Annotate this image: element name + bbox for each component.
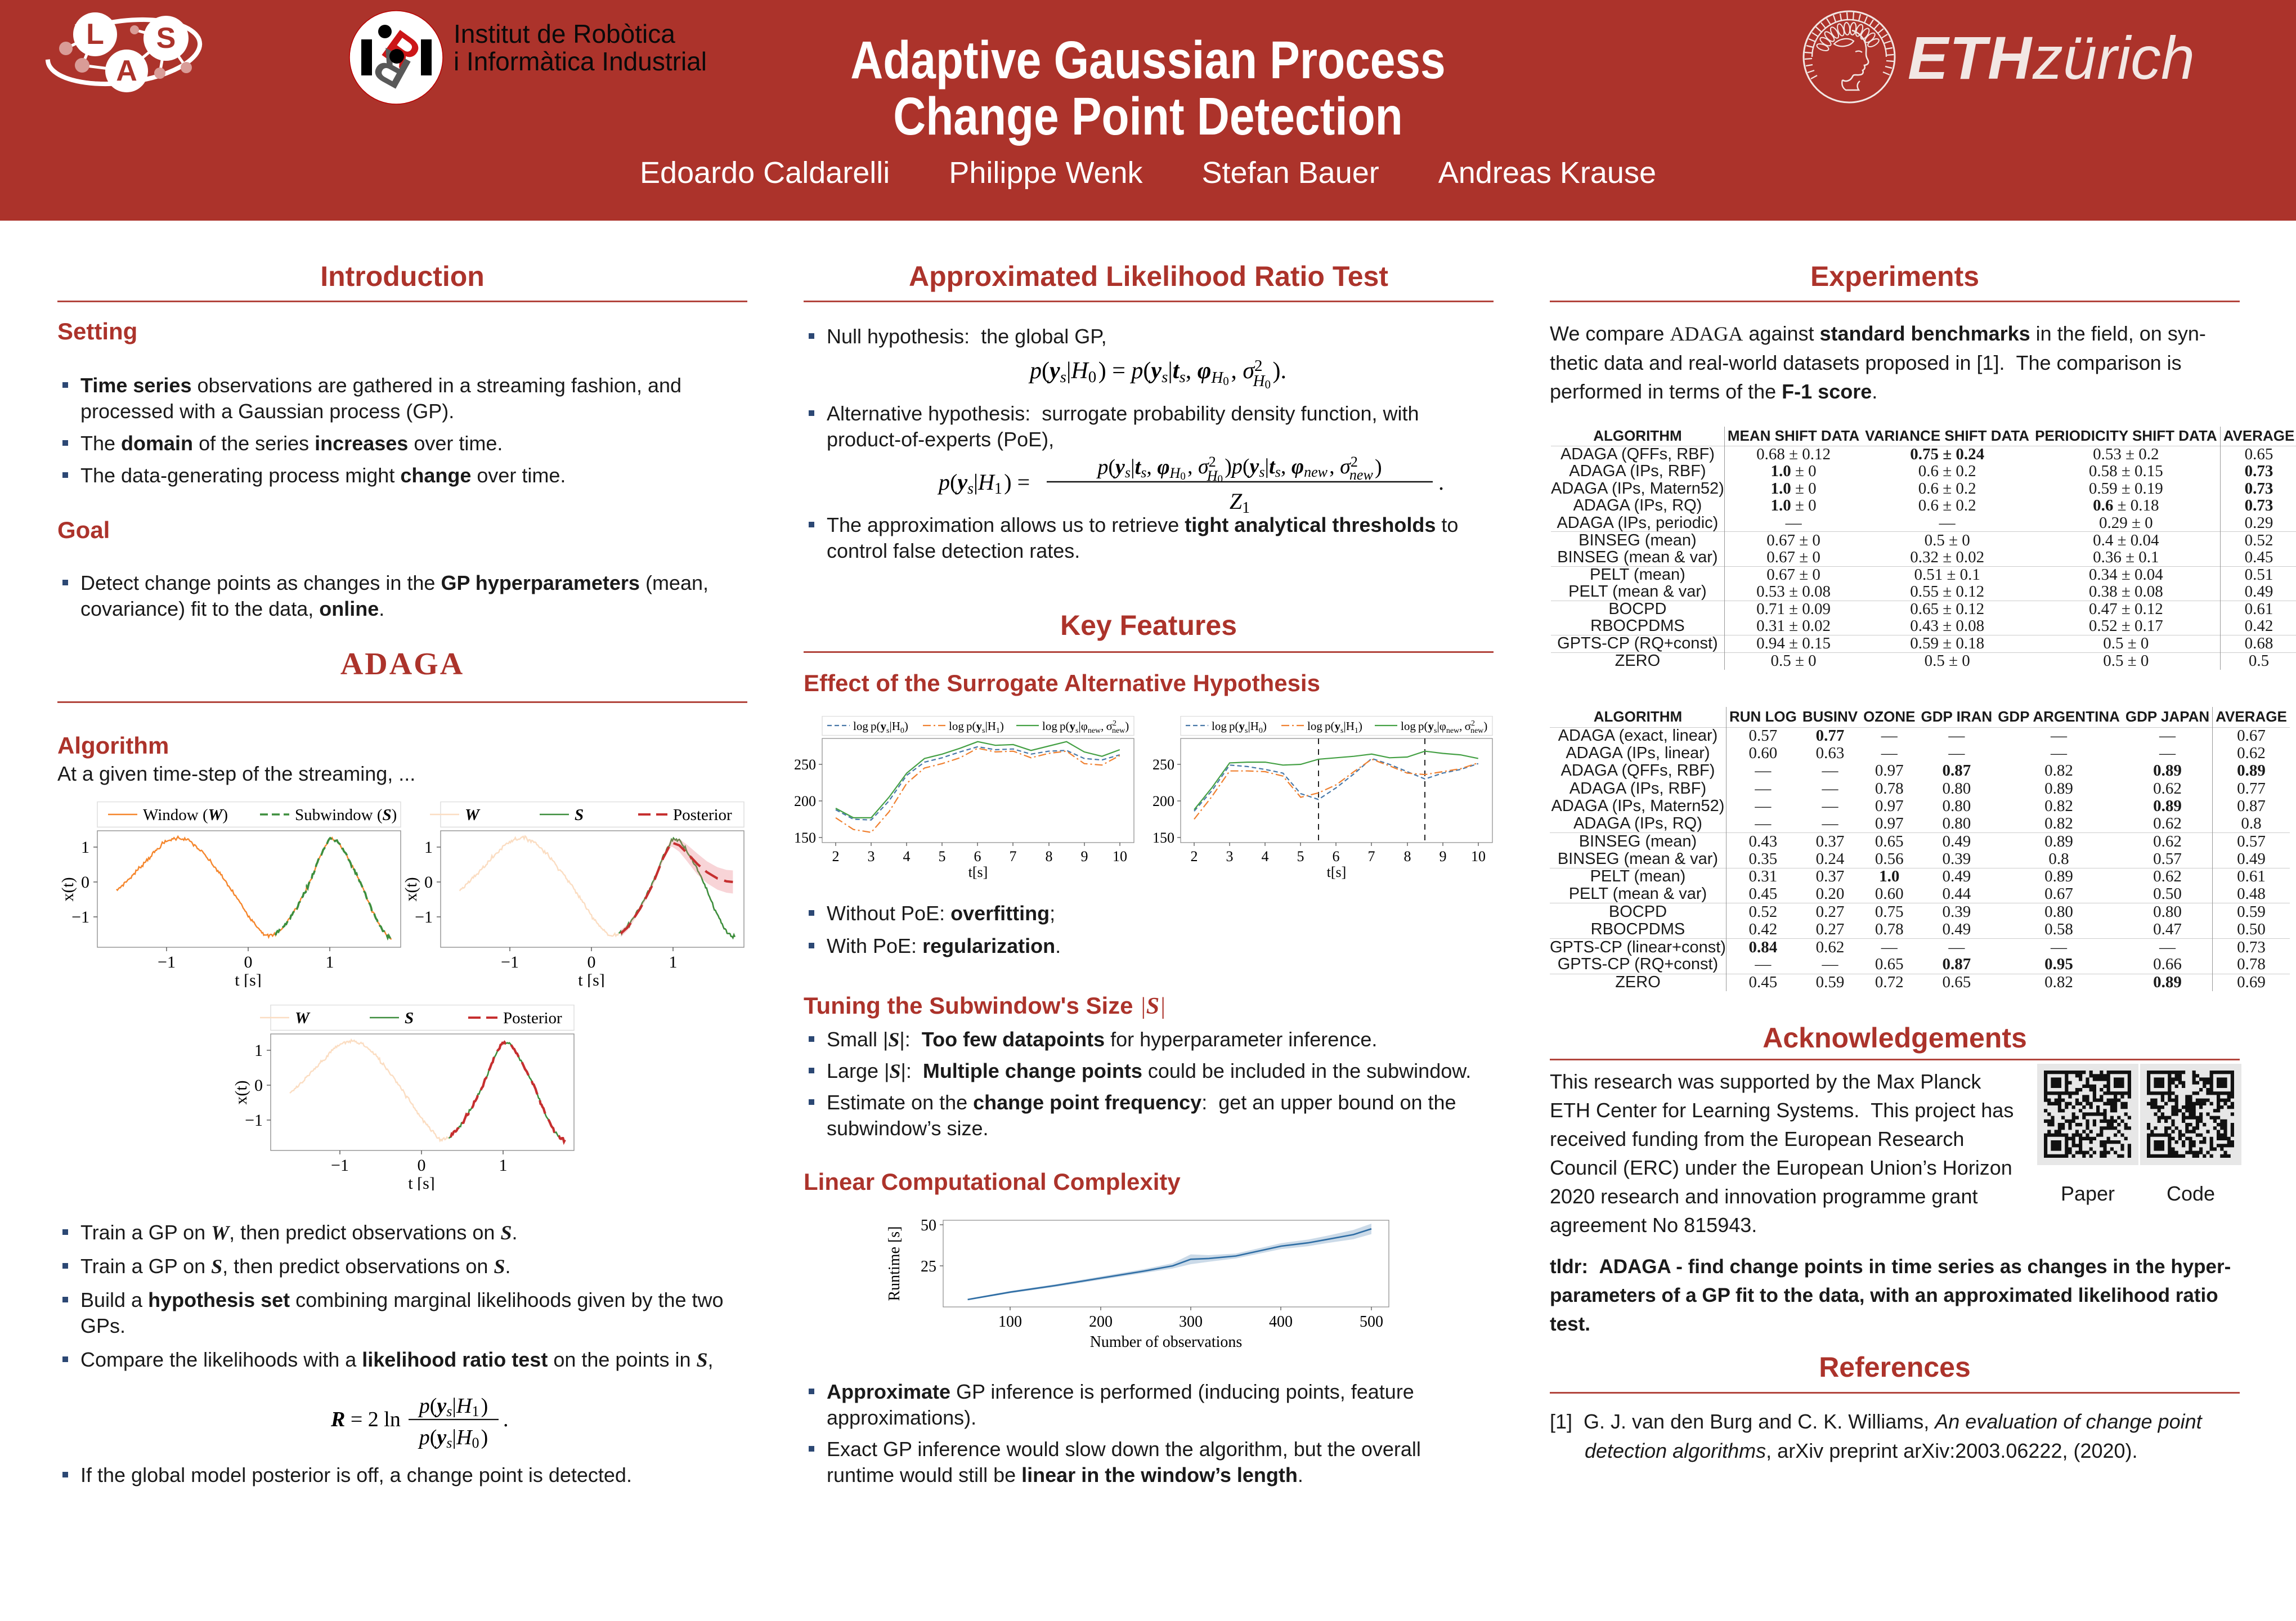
- svg-text:Posterior: Posterior: [503, 1009, 562, 1027]
- svg-text:p(ys|H0 ) = p(ys|ts, φH0 , σ2H: p(ys|H0 ) = p(ys|ts, φH0 , σ2 H0 ).: [1028, 357, 1286, 391]
- svg-text:500: 500: [1360, 1313, 1383, 1331]
- svg-text:log p(ys|H0): log p(ys|H0): [853, 719, 908, 735]
- svg-text:Subwindow (S): Subwindow (S): [295, 806, 397, 824]
- svg-text:2: 2: [832, 848, 840, 865]
- svg-text:S: S: [405, 1009, 414, 1027]
- svg-text:log p(ys|H1): log p(ys|H1): [1307, 719, 1362, 735]
- svg-text:log p(ys|H1): log p(ys|H1): [949, 719, 1004, 735]
- svg-text:1: 1: [326, 953, 334, 971]
- svg-text:200: 200: [1153, 793, 1174, 809]
- svg-text:t[s]: t[s]: [968, 864, 988, 879]
- svg-text:A: A: [116, 55, 137, 87]
- svg-text:−1: −1: [245, 1111, 263, 1130]
- svg-text:x(t): x(t): [59, 877, 77, 901]
- svg-text:0: 0: [81, 873, 89, 892]
- svg-text:log p(ys|H0): log p(ys|H0): [1212, 719, 1267, 735]
- svg-text:250: 250: [1153, 756, 1174, 773]
- svg-text:p(ys|H0 ): p(ys|H0 ): [418, 1426, 488, 1451]
- svg-text:0: 0: [254, 1076, 263, 1095]
- svg-text:2: 2: [1191, 848, 1198, 865]
- svg-text:−1: −1: [415, 908, 433, 926]
- svg-text:1: 1: [669, 953, 678, 971]
- svg-text:.: .: [503, 1408, 509, 1431]
- svg-text:7: 7: [1010, 848, 1017, 865]
- svg-text:150: 150: [794, 830, 816, 846]
- svg-text:5: 5: [939, 848, 946, 865]
- svg-text:x(t): x(t): [402, 877, 420, 901]
- svg-text:W: W: [465, 806, 481, 824]
- svg-text:Number of observations: Number of observations: [1090, 1333, 1243, 1351]
- svg-text:9: 9: [1440, 848, 1447, 865]
- svg-text:25: 25: [921, 1258, 936, 1275]
- svg-text:8: 8: [1046, 848, 1053, 865]
- svg-text:R = 2 ln: R = 2 ln: [330, 1408, 401, 1431]
- svg-text:4: 4: [903, 848, 911, 865]
- svg-text:200: 200: [794, 793, 816, 809]
- svg-text:0: 0: [424, 873, 433, 892]
- svg-text:Posterior: Posterior: [673, 806, 732, 824]
- svg-text:t [s]: t [s]: [578, 971, 605, 987]
- svg-text:150: 150: [1153, 830, 1174, 846]
- svg-text:3: 3: [868, 848, 875, 865]
- svg-text:p(ys|H1 ) =: p(ys|H1 ) =: [937, 469, 1030, 498]
- svg-text:0: 0: [588, 953, 596, 971]
- svg-text:t[s]: t[s]: [1327, 864, 1347, 879]
- svg-text:−1: −1: [501, 953, 519, 971]
- svg-text:0: 0: [244, 953, 253, 971]
- svg-text:x(t): x(t): [232, 1080, 250, 1104]
- svg-text:6: 6: [1333, 848, 1340, 865]
- svg-text:1: 1: [499, 1156, 508, 1175]
- svg-text:1: 1: [424, 838, 433, 857]
- svg-text:0: 0: [418, 1156, 426, 1175]
- svg-text:3: 3: [1226, 848, 1234, 865]
- svg-text:4: 4: [1262, 848, 1269, 865]
- svg-text:t [s]: t [s]: [235, 971, 262, 987]
- svg-text:9: 9: [1081, 848, 1088, 865]
- svg-text:300: 300: [1179, 1313, 1203, 1331]
- svg-text:10: 10: [1471, 848, 1486, 865]
- svg-text:200: 200: [1089, 1313, 1113, 1331]
- svg-text:.: .: [1438, 469, 1444, 495]
- svg-text:−1: −1: [158, 953, 176, 971]
- svg-text:W: W: [295, 1009, 311, 1027]
- svg-text:8: 8: [1404, 848, 1411, 865]
- svg-text:S: S: [575, 806, 584, 824]
- svg-text:Runtime [s]: Runtime [s]: [886, 1226, 903, 1301]
- svg-text:400: 400: [1269, 1313, 1293, 1331]
- svg-text:250: 250: [794, 756, 816, 773]
- svg-text:L: L: [86, 18, 104, 51]
- svg-text:Window (W): Window (W): [143, 806, 228, 824]
- svg-text:100: 100: [998, 1313, 1022, 1331]
- svg-text:t [s]: t [s]: [408, 1174, 435, 1190]
- svg-text:−1: −1: [71, 908, 89, 926]
- svg-text:−1: −1: [331, 1156, 349, 1175]
- svg-text:7: 7: [1368, 848, 1375, 865]
- svg-text:1: 1: [254, 1041, 263, 1060]
- svg-text:5: 5: [1297, 848, 1304, 865]
- svg-text:50: 50: [921, 1217, 936, 1234]
- svg-text:6: 6: [974, 848, 981, 865]
- svg-text:S: S: [156, 22, 176, 55]
- svg-text:10: 10: [1113, 848, 1127, 865]
- svg-text:p(ys|H1 ): p(ys|H1 ): [418, 1394, 488, 1420]
- svg-text:1: 1: [81, 838, 89, 857]
- svg-text:Z1: Z1: [1230, 489, 1250, 517]
